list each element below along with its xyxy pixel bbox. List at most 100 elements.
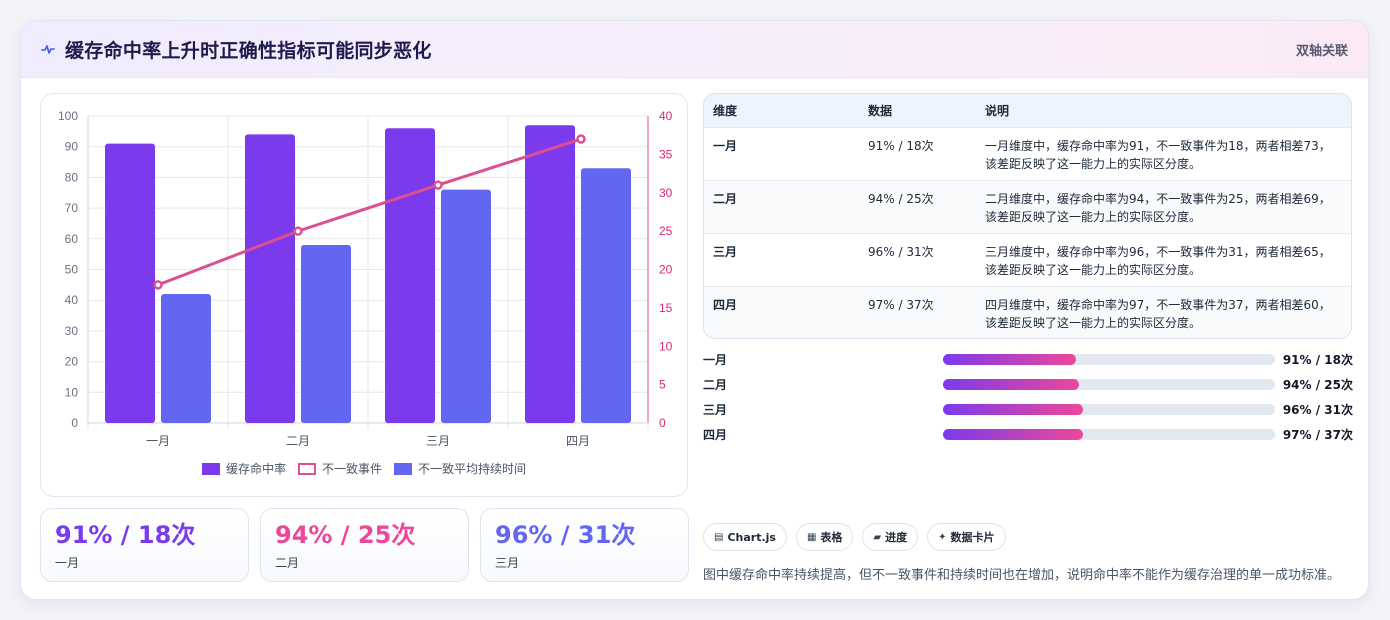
table-row: 二月 94% / 25次 二月维度中，缓存命中率为94，不一致事件为25，两者相… (704, 180, 1351, 233)
y-left-tick-label: 80 (65, 170, 79, 184)
progress-label: 四月 (703, 428, 728, 442)
legend-item-inconsistency[interactable]: 不一致事件 (297, 460, 382, 477)
y-right-tick-label: 10 (659, 339, 673, 353)
progress-fill (943, 404, 1083, 415)
progress-icon: ▰ (873, 531, 882, 543)
progress-track (943, 429, 1275, 440)
legend-item-hit-rate[interactable]: 缓存命中率 (201, 460, 286, 477)
table-header-row: 维度 数据 说明 (704, 94, 1351, 127)
stat-label: 三月 (495, 556, 520, 570)
cell-dimension: 四月 (713, 297, 738, 312)
x-tick-label: 三月 (426, 434, 450, 448)
cell-data: 96% / 31次 (868, 244, 934, 259)
tag-data-cards[interactable]: ✦ 数据卡片 (927, 523, 1006, 551)
progress-track (943, 379, 1275, 390)
progress-row: 二月 94% / 25次 (703, 372, 1353, 397)
y-right-tick-label: 20 (659, 263, 673, 277)
combo-chart: 0 10 20 30 40 50 60 70 80 90 100 0 5 10 15 20 25 30 35 40 一月… (58, 109, 673, 448)
column-header-description: 说明 (985, 103, 1010, 118)
progress-fill (943, 354, 1076, 365)
progress-row: 四月 97% / 37次 (703, 422, 1353, 447)
cell-data: 94% / 25次 (868, 191, 934, 206)
bar-hit-rate (525, 125, 575, 424)
point-inconsistency (576, 134, 586, 144)
sparkle-icon: ✦ (938, 531, 947, 543)
stat-card: 91% / 18次 一月 (40, 508, 249, 582)
cell-data: 97% / 37次 (868, 297, 934, 312)
cell-dimension: 三月 (713, 244, 738, 259)
progress-value: 96% / 31次 (1282, 403, 1353, 417)
y-right-tick-label: 5 (659, 378, 666, 392)
legend-swatch-hit-rate (201, 462, 220, 475)
line-inconsistency (157, 137, 582, 287)
progress-label: 一月 (703, 353, 728, 367)
card-header: 缓存命中率上升时正确性指标可能同步恶化 双轴关联 (21, 21, 1368, 78)
stat-value: 91% / 18次 (55, 521, 196, 549)
progress-row: 三月 96% / 31次 (703, 397, 1353, 422)
y-left-tick-label: 90 (65, 140, 79, 154)
progress-track (943, 404, 1275, 415)
dual-axis-badge: 双轴关联 (1295, 43, 1348, 59)
stat-cards: 91% / 18次 一月 94% / 25次 二月 96% / 31次 三月 (40, 508, 689, 582)
footnote: 图中缓存命中率持续提高，但不一致事件和持续时间也在增加，说明命中率不能作为缓存治… (703, 568, 1341, 583)
bar-hit-rate (385, 128, 435, 423)
chart-legend: 缓存命中率 不一致事件 不一致平均持续时间 (41, 460, 687, 477)
progress-track (943, 354, 1275, 365)
stat-label: 二月 (275, 556, 300, 570)
page-title: 缓存命中率上升时正确性指标可能同步恶化 (65, 39, 432, 62)
chart-panel: 0 10 20 30 40 50 60 70 80 90 100 0 5 10 15 20 25 30 35 40 一月… (40, 93, 688, 497)
table-icon: ▦ (806, 531, 817, 543)
bar-duration (301, 244, 351, 423)
x-tick-label: 四月 (566, 434, 590, 448)
progress-label: 二月 (703, 378, 728, 392)
y-left-tick-label: 40 (65, 293, 79, 307)
bar-duration (581, 168, 631, 423)
y-left-tick-label: 50 (65, 263, 79, 277)
progress-label: 三月 (703, 403, 728, 417)
dashboard-card: 缓存命中率上升时正确性指标可能同步恶化 双轴关联 0 10 20 30 40 50 60 70… (20, 20, 1369, 600)
legend-swatch-inconsistency (297, 462, 316, 475)
y-left-tick-label: 70 (65, 201, 79, 215)
column-header-dimension: 维度 (713, 103, 738, 118)
y-right-tick-label: 0 (659, 416, 666, 430)
tag-list: ▤ Chart.js ▦ 表格 ▰ 进度 ✦ 数据卡片 (703, 523, 1006, 551)
legend-swatch-duration (394, 462, 412, 475)
x-tick-label: 二月 (286, 434, 310, 448)
cell-data: 91% / 18次 (868, 138, 934, 153)
legend-label-inconsistency: 不一致事件 (321, 462, 382, 476)
y-right-tick-label: 15 (659, 301, 673, 315)
progress-fill (943, 429, 1083, 440)
y-left-tick-label: 10 (65, 385, 79, 399)
progress-value: 97% / 37次 (1282, 428, 1353, 442)
cell-description: 三月维度中，缓存命中率为96，不一致事件为31，两者相差65，该差距反映了这一能… (985, 244, 1331, 277)
legend-label-duration: 不一致平均持续时间 (418, 462, 527, 476)
stat-card: 96% / 31次 三月 (480, 508, 689, 582)
y-left-tick-label: 30 (65, 324, 79, 338)
point-inconsistency (153, 280, 163, 290)
y-left-tick-label: 60 (65, 232, 79, 246)
bar-hit-rate (245, 134, 295, 424)
point-inconsistency (293, 226, 303, 236)
progress-value: 91% / 18次 (1282, 353, 1353, 367)
chart-icon: ▤ (714, 531, 724, 543)
tag-progress[interactable]: ▰ 进度 (862, 523, 919, 551)
data-table: 维度 数据 说明 一月 91% / 18次 一月维度中，缓存命中率为91，不一致… (704, 94, 1351, 338)
stat-label: 一月 (55, 556, 80, 570)
stat-card: 94% / 25次 二月 (260, 508, 469, 582)
tag-table[interactable]: ▦ 表格 (795, 523, 854, 551)
legend-label-hit-rate: 缓存命中率 (225, 462, 286, 476)
y-left-tick-label: 100 (58, 109, 78, 123)
progress-list: 一月 91% / 18次 二月 94% / 25次 三月 96% / 31次 四… (703, 347, 1353, 447)
tag-chartjs[interactable]: ▤ Chart.js (703, 523, 787, 551)
legend-item-duration[interactable]: 不一致平均持续时间 (394, 460, 526, 477)
bar-duration (441, 189, 491, 423)
y-right-tick-label: 35 (659, 147, 673, 161)
column-header-data: 数据 (868, 103, 893, 118)
tag-label: 进度 (885, 531, 908, 544)
y-left-tick-label: 0 (71, 416, 78, 430)
point-inconsistency (433, 180, 443, 190)
title-wrap: 缓存命中率上升时正确性指标可能同步恶化 (41, 36, 432, 63)
tag-label: 表格 (820, 531, 843, 544)
table-row: 三月 96% / 31次 三月维度中，缓存命中率为96，不一致事件为31，两者相… (704, 233, 1351, 286)
cell-description: 四月维度中，缓存命中率为97，不一致事件为37，两者相差60，该差距反映了这一能… (985, 297, 1331, 330)
